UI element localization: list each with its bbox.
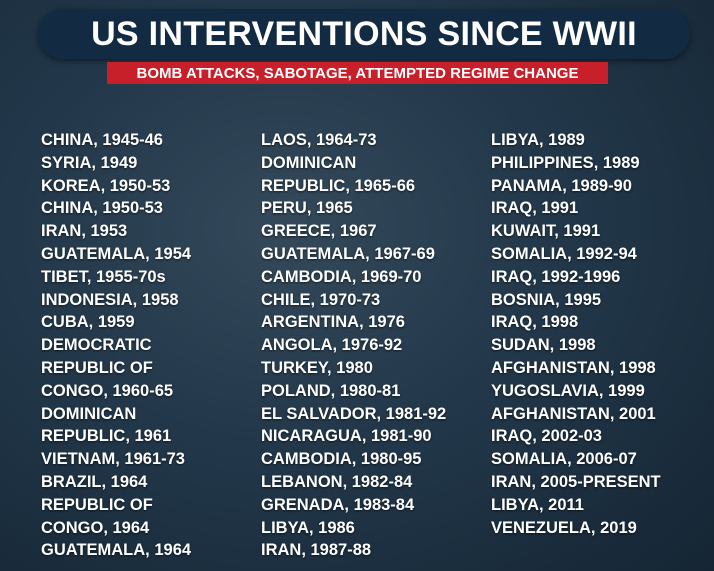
intervention-entry: AFGHANISTAN, 2001	[491, 404, 656, 423]
intervention-entry: DEMOCRATIC	[41, 336, 152, 355]
intervention-entry: DOMINICAN	[41, 404, 137, 423]
intervention-entry: REPUBLIC OF	[41, 495, 153, 514]
intervention-entry: GREECE, 1967	[261, 222, 377, 241]
intervention-entry: KOREA, 1950-53	[41, 176, 171, 195]
intervention-entry: SUDAN, 1998	[491, 336, 596, 355]
intervention-entry: CUBA, 1959	[41, 313, 135, 332]
intervention-entry: GRENADA, 1983-84	[261, 495, 415, 514]
intervention-entry: AFGHANISTAN, 1998	[491, 358, 656, 377]
intervention-entry: CONGO, 1960-65	[41, 381, 174, 400]
intervention-entry: GUATEMALA, 1967-69	[261, 244, 435, 263]
intervention-entry: INDONESIA, 1958	[41, 290, 179, 309]
intervention-entry: CHILE, 1970-73	[261, 290, 381, 309]
intervention-entry: EL SALVADOR, 1981-92	[261, 404, 447, 423]
intervention-entry: REPUBLIC, 1961	[41, 427, 172, 446]
intervention-entry: IRAQ, 1991	[491, 199, 579, 218]
intervention-entry: IRAQ, 2002-03	[491, 427, 602, 446]
intervention-entry: IRAQ, 1998	[491, 313, 579, 332]
intervention-entry: BOSNIA, 1995	[491, 290, 602, 309]
intervention-entry: CHINA, 1945-46	[41, 131, 163, 149]
intervention-entry: LAOS, 1964-73	[261, 131, 377, 149]
intervention-entry: CAMBODIA, 1980-95	[261, 450, 422, 469]
intervention-entry: YUGOSLAVIA, 1999	[491, 381, 645, 400]
intervention-entry: CONGO, 1964	[41, 518, 150, 537]
intervention-entry: ARGENTINA, 1976	[261, 313, 405, 332]
subtitle: BOMB ATTACKS, SABOTAGE, ATTEMPTED REGIME…	[107, 62, 608, 84]
intervention-entry: SOMALIA, 1992-94	[491, 244, 637, 263]
intervention-entry: LIBYA, 1986	[261, 518, 355, 537]
intervention-entry: PHILIPPINES, 1989	[491, 153, 640, 172]
intervention-entry: VIETNAM, 1961-73	[41, 450, 185, 469]
intervention-entry: TIBET, 1955-70s	[41, 267, 166, 286]
intervention-entry: GUATEMALA, 1964	[41, 541, 192, 560]
column: CHINA, 1945-46 SYRIA, 1949 KOREA, 1950-53 C…	[41, 129, 191, 562]
column: LAOS, 1964-73 DOMINICAN REPUBLIC, 1965-66 P…	[261, 129, 446, 562]
intervention-entry: REPUBLIC OF	[41, 358, 153, 377]
intervention-entry: DOMINICAN	[261, 153, 357, 172]
intervention-entry: BRAZIL, 1964	[41, 472, 148, 491]
intervention-entry: LIBYA, 1989	[491, 131, 585, 149]
intervention-entry: CAMBODIA, 1969-70	[261, 267, 422, 286]
intervention-entry: IRAN, 2005-PRESENT	[491, 472, 661, 491]
intervention-entry: LIBYA, 2011	[491, 495, 584, 514]
intervention-entry: POLAND, 1980-81	[261, 381, 401, 400]
intervention-entry: VENEZUELA, 2019	[491, 518, 637, 537]
intervention-entry: IRAN, 1953	[41, 222, 128, 241]
intervention-entry: TURKEY, 1980	[261, 358, 373, 377]
title: US INTERVENTIONS SINCE WWII	[38, 9, 690, 59]
intervention-entry: PERU, 1965	[261, 199, 353, 218]
intervention-entry: SOMALIA, 2006-07	[491, 450, 637, 469]
intervention-entry: REPUBLIC, 1965-66	[261, 176, 416, 195]
intervention-entry: NICARAGUA, 1981-90	[261, 427, 432, 446]
intervention-entry: PANAMA, 1989-90	[491, 176, 632, 195]
intervention-entry: ANGOLA, 1976-92	[261, 336, 403, 355]
intervention-entry: LEBANON, 1982-84	[261, 472, 413, 491]
intervention-entry: CHINA, 1950-53	[41, 199, 163, 218]
intervention-entry: KUWAIT, 1991	[491, 222, 601, 241]
intervention-entry: IRAN, 1987-88	[261, 541, 372, 560]
column: LIBYA, 1989 PHILIPPINES, 1989 PANAMA, 1989…	[491, 129, 661, 539]
intervention-entry: GUATEMALA, 1954	[41, 244, 192, 263]
intervention-entry: SYRIA, 1949	[41, 153, 138, 172]
intervention-entry: IRAQ, 1992-1996	[491, 267, 621, 286]
